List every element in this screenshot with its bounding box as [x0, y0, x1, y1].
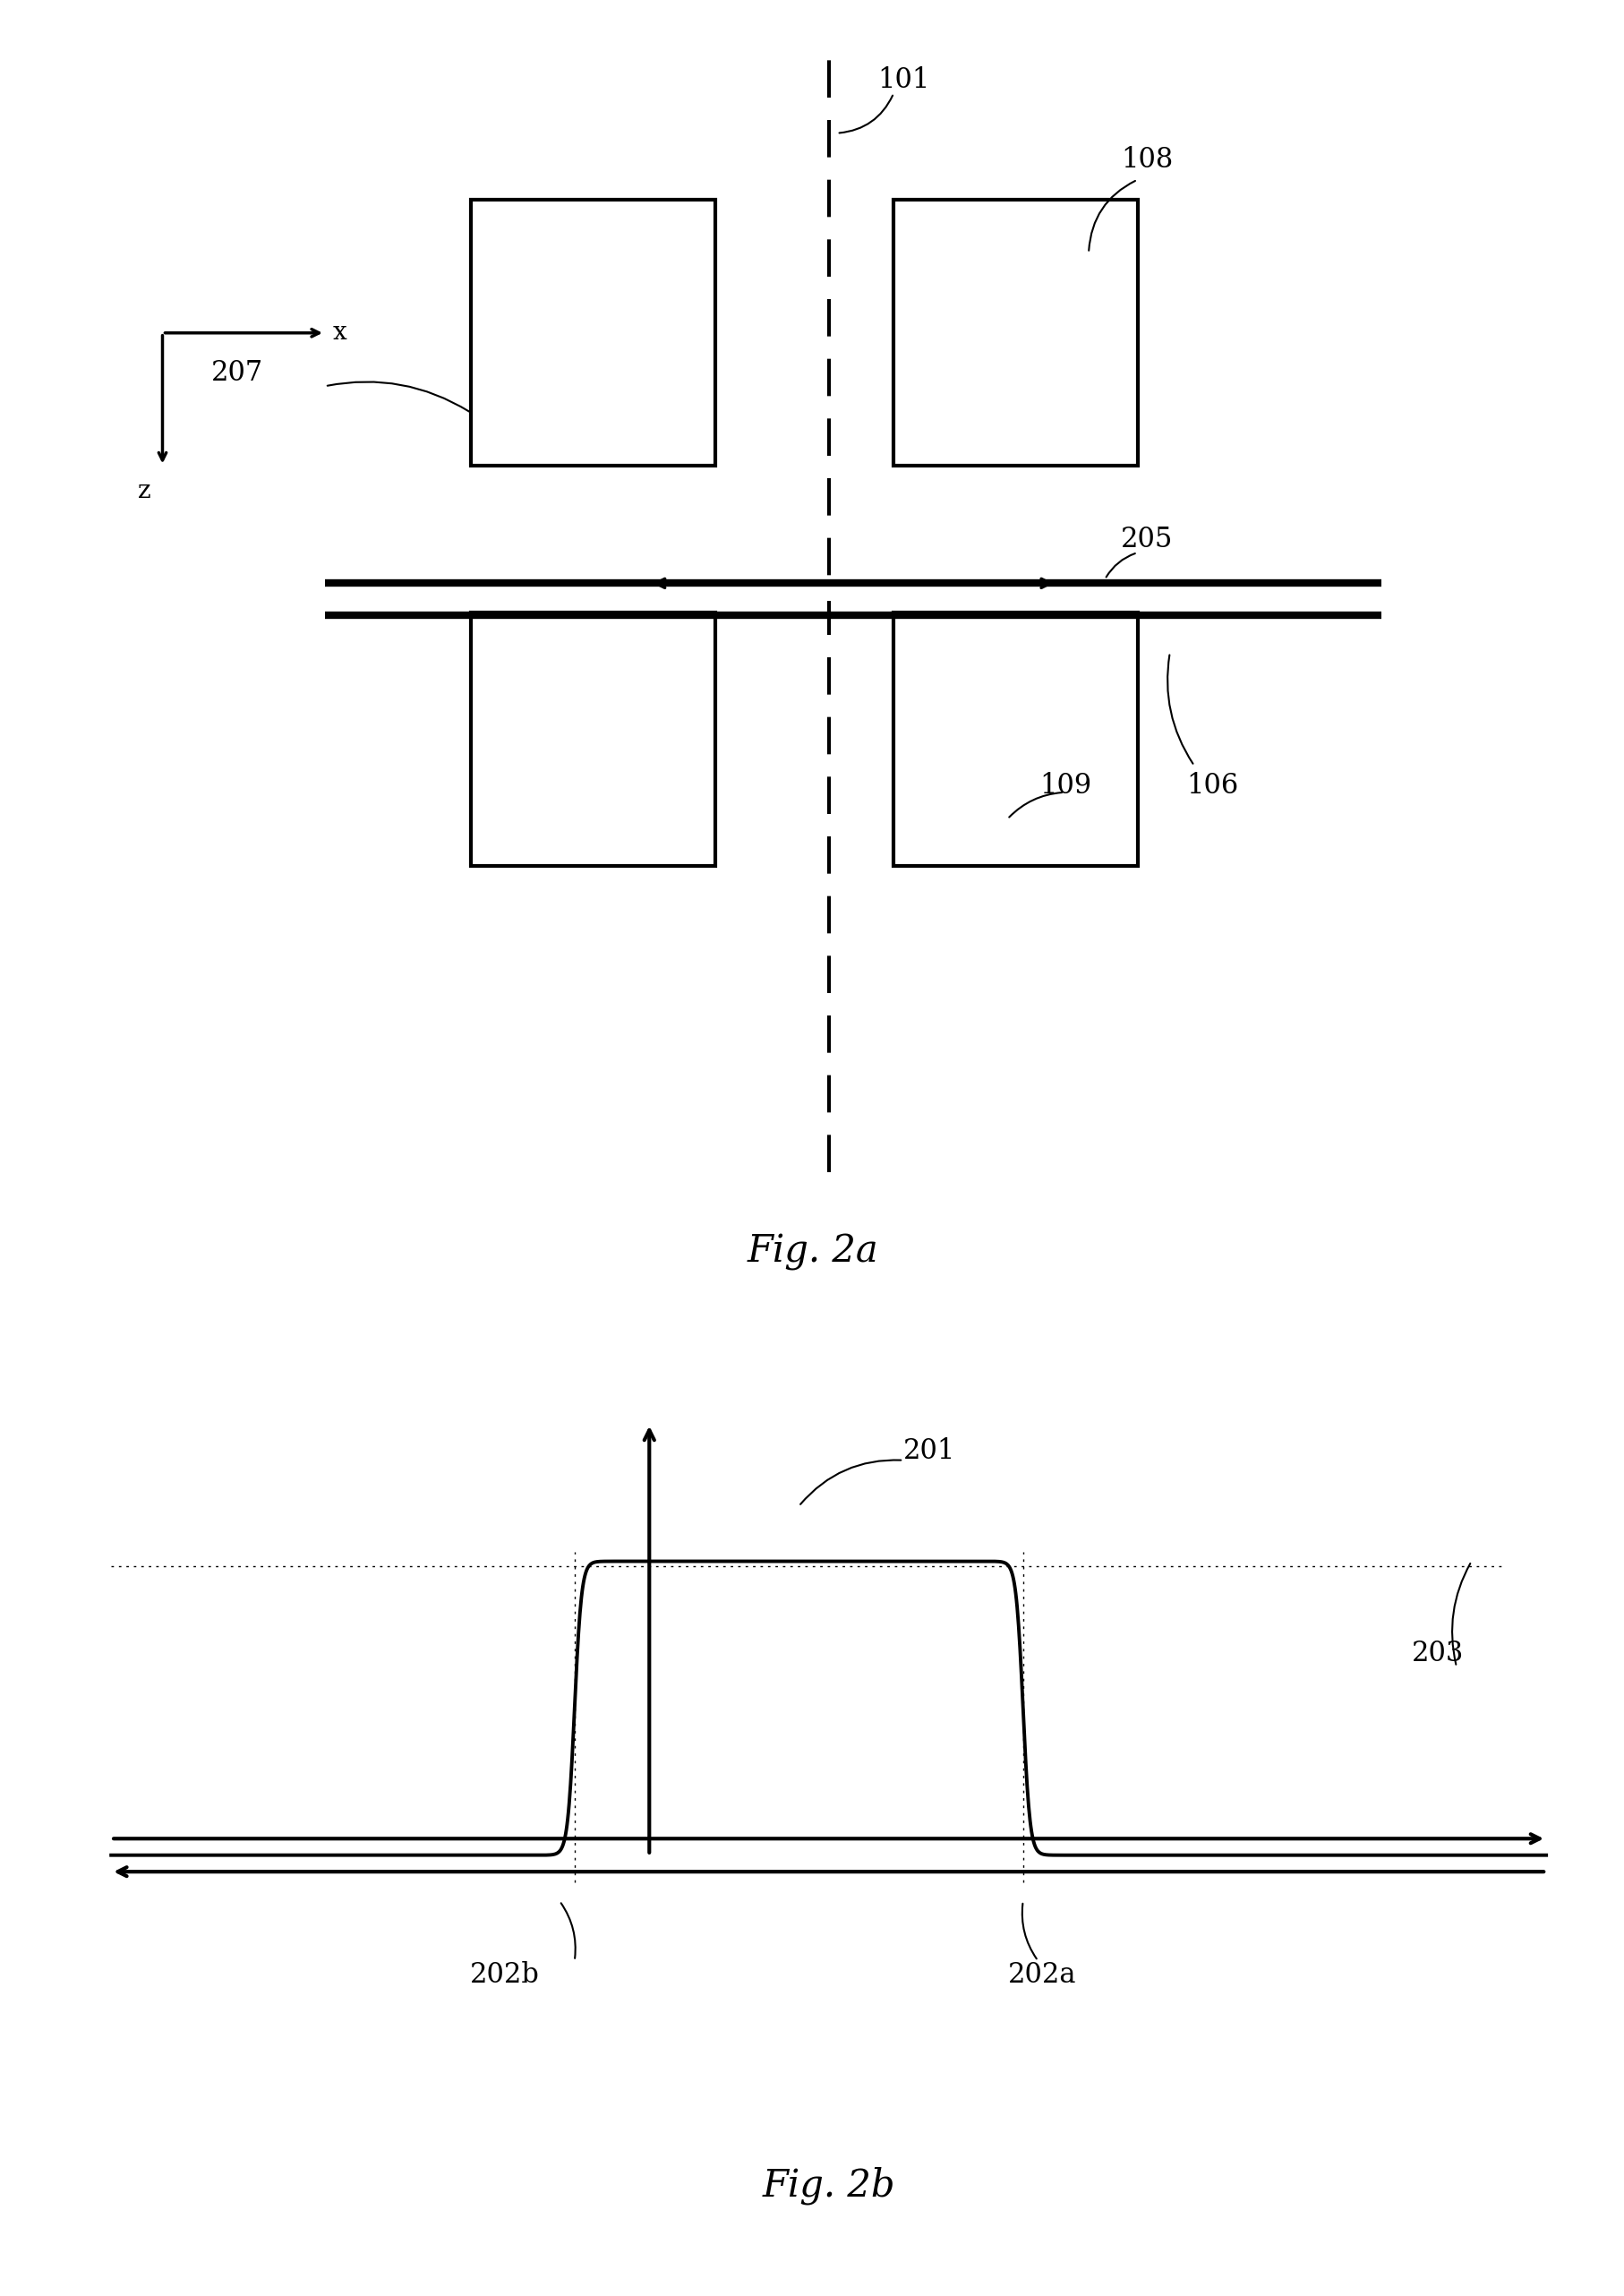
Text: 101: 101	[877, 67, 929, 94]
Text: 202a: 202a	[1007, 1961, 1077, 1988]
Text: 202b: 202b	[469, 1961, 539, 1988]
Bar	[471, 613, 715, 866]
Text: 201: 201	[903, 1437, 955, 1465]
Bar	[893, 200, 1137, 466]
Text: Fig. 2b: Fig. 2b	[762, 2167, 895, 2204]
Text: z: z	[138, 480, 151, 503]
Text: 108: 108	[1121, 147, 1173, 174]
Text: 203: 203	[1411, 1639, 1463, 1667]
Text: 205: 205	[1121, 526, 1173, 553]
Text: Fig. 2a: Fig. 2a	[747, 1233, 877, 1270]
Text: x: x	[333, 321, 348, 344]
Bar	[893, 613, 1137, 866]
Text: 109: 109	[1039, 771, 1091, 799]
Text: 207: 207	[211, 358, 263, 386]
Text: 106: 106	[1186, 771, 1237, 799]
Bar	[471, 200, 715, 466]
